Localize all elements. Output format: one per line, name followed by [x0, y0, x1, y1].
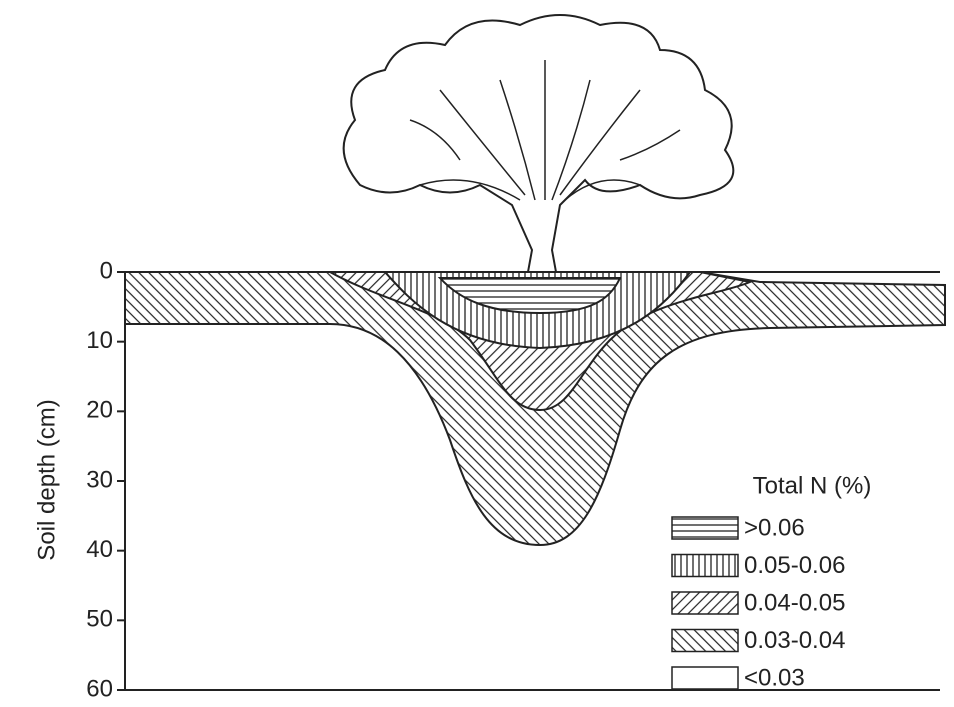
chart: Soil depth (cm) Total N (%) 0 10 20 30 40 50 6…	[0, 0, 954, 707]
legend-title: Total N (%)	[753, 472, 872, 499]
y-tick-label: 0	[100, 257, 113, 284]
legend-swatch	[672, 667, 738, 689]
legend-label: 0.04-0.05	[744, 589, 845, 616]
y-tick-label: 60	[86, 675, 113, 702]
legend-swatch	[672, 592, 738, 614]
y-tick-label: 20	[86, 397, 113, 424]
y-tick-label: 40	[86, 536, 113, 563]
legend-label: 0.05-0.06	[744, 552, 845, 579]
tree	[344, 15, 734, 272]
page: Soil depth (cm) Total N (%) 0 10 20 30 40 50 6…	[0, 0, 954, 707]
y-axis-label: Soil depth (cm)	[33, 399, 60, 560]
legend-label: 0.03-0.04	[744, 627, 845, 654]
legend-label: <0.03	[744, 664, 805, 691]
y-tick-label: 50	[86, 606, 113, 633]
y-tick-label: 10	[86, 327, 113, 354]
legend-swatch	[672, 630, 738, 652]
legend-label: >0.06	[744, 514, 805, 541]
legend-swatch	[672, 555, 738, 577]
y-tick-label: 30	[86, 466, 113, 493]
legend-swatch	[672, 517, 738, 539]
